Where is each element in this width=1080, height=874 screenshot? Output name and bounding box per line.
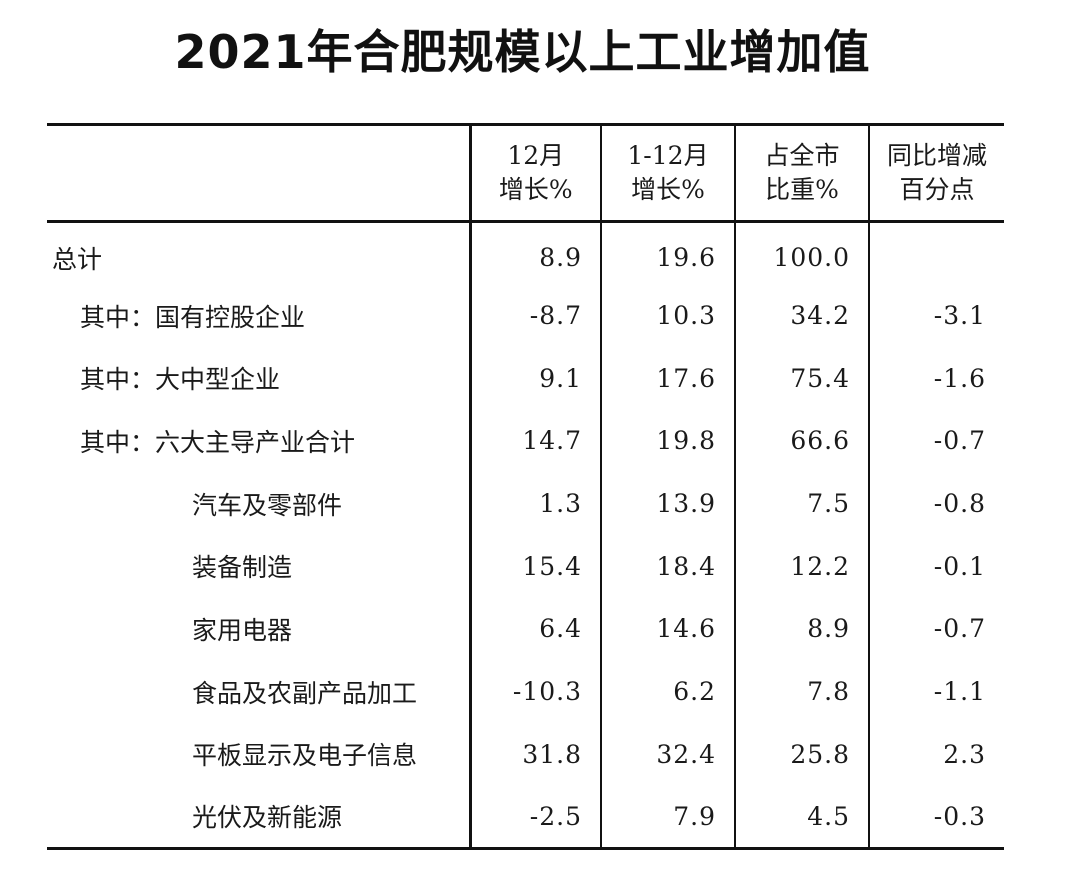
cell-jan-dec-growth: 19.8 — [600, 409, 735, 473]
cell-december-growth: -2.5 — [468, 785, 601, 850]
cell-yoy-change — [868, 221, 1004, 285]
cell-yoy-change: -3.1 — [868, 284, 1004, 347]
row-label: 光伏及新能源 — [47, 785, 470, 850]
row-label: 其中：六大主导产业合计 — [80, 427, 356, 457]
cell-yoy-change: -1.6 — [868, 346, 1004, 410]
cell-yoy-change: -0.7 — [868, 409, 1004, 473]
table-row-equipment: 装备制造 15.4 18.4 12.2 -0.1 — [47, 534, 1004, 598]
cell-december-growth: 9.1 — [468, 346, 601, 410]
industry-value-table: 12月 增长% 1-12月 增长% 占全市 比重% 同比增减 百分点 — [47, 123, 1004, 850]
cell-city-share: 66.6 — [734, 409, 869, 473]
header-december-growth: 12月 增长% — [468, 123, 601, 223]
cell-yoy-change: -0.3 — [868, 785, 1004, 850]
header-line: 增长% — [498, 175, 573, 204]
row-label: 总计 — [52, 244, 103, 274]
cell-city-share: 7.8 — [734, 660, 869, 723]
cell-yoy-change: -0.8 — [868, 472, 1004, 535]
cell-jan-dec-growth: 17.6 — [600, 346, 735, 410]
header-line: 增长% — [631, 175, 705, 204]
header-blank-cell — [47, 123, 470, 223]
table-row-display-electronics: 平板显示及电子信息 31.8 32.4 25.8 2.3 — [47, 723, 1004, 786]
row-label: 家用电器 — [192, 615, 293, 645]
cell-city-share: 7.5 — [734, 472, 869, 535]
cell-jan-dec-growth: 19.6 — [600, 221, 735, 285]
cell-yoy-change: 2.3 — [868, 723, 1004, 786]
header-line: 百分点 — [899, 175, 975, 204]
cell-jan-dec-growth: 13.9 — [600, 472, 735, 535]
cell-yoy-change: -0.1 — [868, 534, 1004, 598]
header-city-share: 占全市 比重% — [734, 123, 869, 223]
cell-december-growth: 6.4 — [468, 597, 601, 661]
table-row-automotive: 汽车及零部件 1.3 13.9 7.5 -0.8 — [47, 472, 1004, 535]
cell-city-share: 100.0 — [734, 221, 869, 285]
cell-december-growth: -8.7 — [468, 284, 601, 347]
table-row-photovoltaic: 光伏及新能源 -2.5 7.9 4.5 -0.3 — [47, 785, 1004, 850]
cell-december-growth: 1.3 — [468, 472, 601, 535]
header-line: 12月 — [507, 141, 565, 170]
cell-december-growth: 31.8 — [468, 723, 601, 786]
table-row-six-leading: 其中：六大主导产业合计 14.7 19.8 66.6 -0.7 — [47, 409, 1004, 473]
row-label: 平板显示及电子信息 — [192, 741, 418, 771]
row-label: 装备制造 — [192, 553, 293, 583]
cell-city-share: 4.5 — [734, 785, 869, 850]
page-title: 2021年合肥规模以上工业增加值 — [174, 25, 871, 79]
header-jan-dec-growth: 1-12月 增长% — [600, 123, 735, 223]
cell-december-growth: 14.7 — [468, 409, 601, 473]
header-line: 占全市 — [764, 141, 840, 170]
header-line: 比重% — [765, 175, 839, 204]
row-label: 食品及农副产品加工 — [192, 678, 418, 708]
row-label: 汽车及零部件 — [192, 490, 343, 520]
cell-december-growth: 15.4 — [468, 534, 601, 598]
cell-city-share: 25.8 — [734, 723, 869, 786]
table-row-total: 总计 8.9 19.6 100.0 — [47, 221, 1004, 285]
cell-yoy-change: -0.7 — [868, 597, 1004, 661]
cell-jan-dec-growth: 32.4 — [600, 723, 735, 786]
cell-december-growth: 8.9 — [468, 221, 601, 285]
cell-december-growth: -10.3 — [468, 660, 601, 723]
cell-jan-dec-growth: 18.4 — [600, 534, 735, 598]
row-label: 其中：大中型企业 — [80, 365, 281, 395]
table-row-large-medium: 其中：大中型企业 9.1 17.6 75.4 -1.6 — [47, 346, 1004, 410]
cell-yoy-change: -1.1 — [868, 660, 1004, 723]
table-header-row: 12月 增长% 1-12月 增长% 占全市 比重% 同比增减 百分点 — [47, 123, 1004, 223]
header-yoy-change: 同比增减 百分点 — [868, 123, 1004, 223]
table-row-state-owned: 其中：国有控股企业 -8.7 10.3 34.2 -3.1 — [47, 284, 1004, 347]
table-row-appliances: 家用电器 6.4 14.6 8.9 -0.7 — [47, 597, 1004, 661]
cell-jan-dec-growth: 6.2 — [600, 660, 735, 723]
cell-city-share: 12.2 — [734, 534, 869, 598]
header-line: 同比增减 — [886, 141, 987, 170]
cell-city-share: 34.2 — [734, 284, 869, 347]
industry-value-table-container: 12月 增长% 1-12月 增长% 占全市 比重% 同比增减 百分点 — [47, 123, 1004, 850]
cell-jan-dec-growth: 14.6 — [600, 597, 735, 661]
cell-jan-dec-growth: 10.3 — [600, 284, 735, 347]
cell-jan-dec-growth: 7.9 — [600, 785, 735, 850]
cell-city-share: 75.4 — [734, 346, 869, 410]
table-row-food-processing: 食品及农副产品加工 -10.3 6.2 7.8 -1.1 — [47, 660, 1004, 723]
cell-city-share: 8.9 — [734, 597, 869, 661]
header-line: 1-12月 — [627, 141, 709, 170]
row-label: 其中：国有控股企业 — [80, 302, 306, 332]
